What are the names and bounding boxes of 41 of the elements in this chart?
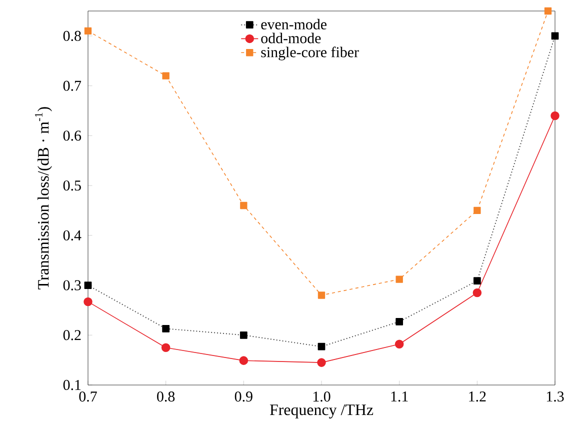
y-axis-title: Transmission loss/(dB · m$^{-1}$) bbox=[34, 107, 52, 290]
x-tick-label: 1.2 bbox=[469, 392, 486, 402]
y-tick-label: 0.8 bbox=[63, 30, 81, 42]
point bbox=[318, 292, 326, 299]
legend-label: single-core fiber bbox=[261, 46, 359, 60]
y-tick-label: 0.5 bbox=[63, 180, 81, 191]
y-tick-label: 0.6 bbox=[63, 130, 82, 141]
point bbox=[551, 32, 559, 40]
x-tick-label: 0.7 bbox=[79, 392, 97, 402]
point bbox=[162, 324, 170, 332]
point bbox=[474, 206, 481, 214]
point bbox=[472, 288, 482, 298]
point bbox=[84, 297, 92, 306]
point bbox=[84, 27, 92, 35]
legend-label: odd-mode bbox=[261, 32, 321, 44]
x-tick-label: 0.9 bbox=[234, 392, 252, 402]
x-tick-label: 1.0 bbox=[313, 392, 330, 402]
point bbox=[84, 282, 92, 289]
x-tick-label: 1.1 bbox=[391, 392, 408, 402]
point bbox=[239, 356, 248, 365]
x-tick-label: 1.3 bbox=[546, 392, 564, 402]
point bbox=[394, 340, 404, 348]
x-tick-label: 0.8 bbox=[157, 392, 175, 402]
point bbox=[544, 7, 552, 15]
y-tick-label: 0.2 bbox=[63, 330, 81, 340]
x-axis-title: Frequency /THz bbox=[270, 404, 374, 418]
point bbox=[396, 276, 403, 283]
point bbox=[240, 331, 248, 339]
point bbox=[396, 318, 404, 326]
point bbox=[240, 202, 248, 210]
y-tick-label: 0.4 bbox=[63, 230, 82, 240]
point bbox=[161, 343, 170, 352]
point bbox=[317, 358, 326, 367]
point bbox=[162, 72, 170, 80]
point bbox=[473, 277, 481, 284]
point bbox=[318, 342, 326, 350]
y-tick-label: 0.7 bbox=[63, 80, 82, 91]
point bbox=[550, 111, 560, 120]
legend-label: even-mode bbox=[261, 18, 326, 30]
y-tick-label: 0.3 bbox=[63, 280, 81, 290]
y-tick-label: 0.1 bbox=[63, 380, 81, 390]
